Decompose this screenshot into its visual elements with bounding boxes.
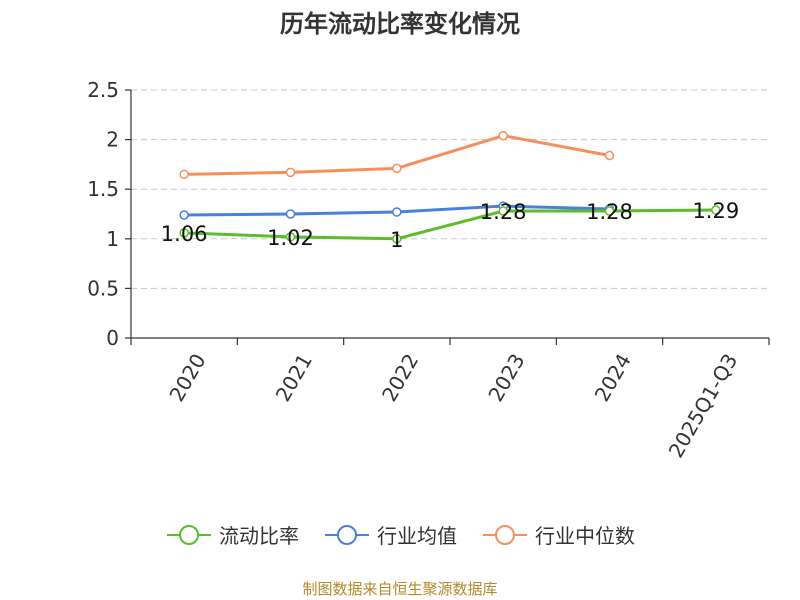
data-point bbox=[498, 130, 508, 141]
chart-title: 历年流动比率变化情况 bbox=[280, 10, 520, 38]
data-point bbox=[498, 206, 508, 216]
x-tick-label: 2025Q1-Q3 bbox=[664, 350, 743, 462]
legend-label-industry-median: 行业中位数 bbox=[535, 524, 635, 548]
data-labels: 1.06 1.02 1 1.28 1.28 1.29 bbox=[161, 199, 739, 252]
data-label: 1.29 bbox=[692, 199, 739, 223]
legend: 流动比率 行业均值 行业中位数 bbox=[0, 520, 800, 549]
legend-item-industry-median[interactable]: 行业中位数 bbox=[481, 520, 635, 549]
x-tick-label: 2023 bbox=[483, 350, 529, 406]
y-tick-label: 2 bbox=[106, 128, 119, 152]
grid-lines bbox=[131, 89, 769, 289]
data-label: 1 bbox=[390, 228, 403, 252]
data-point bbox=[179, 228, 189, 238]
data-point bbox=[392, 207, 402, 217]
data-point bbox=[179, 169, 189, 180]
legend-swatch-current-ratio bbox=[167, 524, 211, 545]
series-line-0 bbox=[184, 208, 716, 241]
legend-item-current-ratio[interactable]: 流动比率 bbox=[165, 520, 299, 549]
y-tick-label: 2.5 bbox=[87, 78, 119, 102]
legend-label-current-ratio: 流动比率 bbox=[219, 524, 299, 548]
legend-marker bbox=[495, 524, 515, 545]
data-point bbox=[604, 150, 615, 161]
source-note: 制图数据来自恒生聚源数据库 bbox=[302, 580, 498, 598]
x-tick-label: 2022 bbox=[377, 350, 423, 406]
x-tick-label: 2021 bbox=[271, 350, 317, 406]
legend-item-industry-mean[interactable]: 行业均值 bbox=[323, 520, 457, 549]
data-point bbox=[392, 163, 402, 174]
data-point bbox=[392, 234, 402, 244]
legend-marker bbox=[179, 524, 199, 545]
y-tick-label: 1.5 bbox=[87, 177, 119, 201]
data-point bbox=[179, 210, 189, 220]
data-label: 1.28 bbox=[586, 200, 633, 224]
y-tick-label: 0.5 bbox=[87, 276, 119, 300]
data-point bbox=[285, 209, 296, 219]
series bbox=[179, 130, 721, 244]
x-tick-label: 2020 bbox=[164, 350, 210, 406]
data-label: 1.28 bbox=[480, 200, 527, 224]
y-tick-label: 0 bbox=[106, 326, 119, 350]
data-point bbox=[604, 206, 615, 216]
axes: 0 0.5 1 1.5 2 2.5 2020 2021 2022 2023 2024 2025Q1-Q… bbox=[87, 78, 770, 462]
legend-label-industry-mean: 行业均值 bbox=[377, 524, 457, 548]
x-tick-label: 2024 bbox=[590, 350, 636, 406]
legend-marker bbox=[337, 524, 357, 545]
legend-swatch-industry-median bbox=[483, 524, 527, 545]
data-label: 1.02 bbox=[267, 226, 314, 250]
data-label: 1.06 bbox=[161, 222, 208, 246]
data-point bbox=[285, 167, 296, 178]
y-tick-label: 1 bbox=[106, 227, 119, 251]
data-point bbox=[711, 205, 721, 215]
legend-swatch-industry-mean bbox=[325, 524, 369, 545]
data-point bbox=[285, 232, 296, 242]
